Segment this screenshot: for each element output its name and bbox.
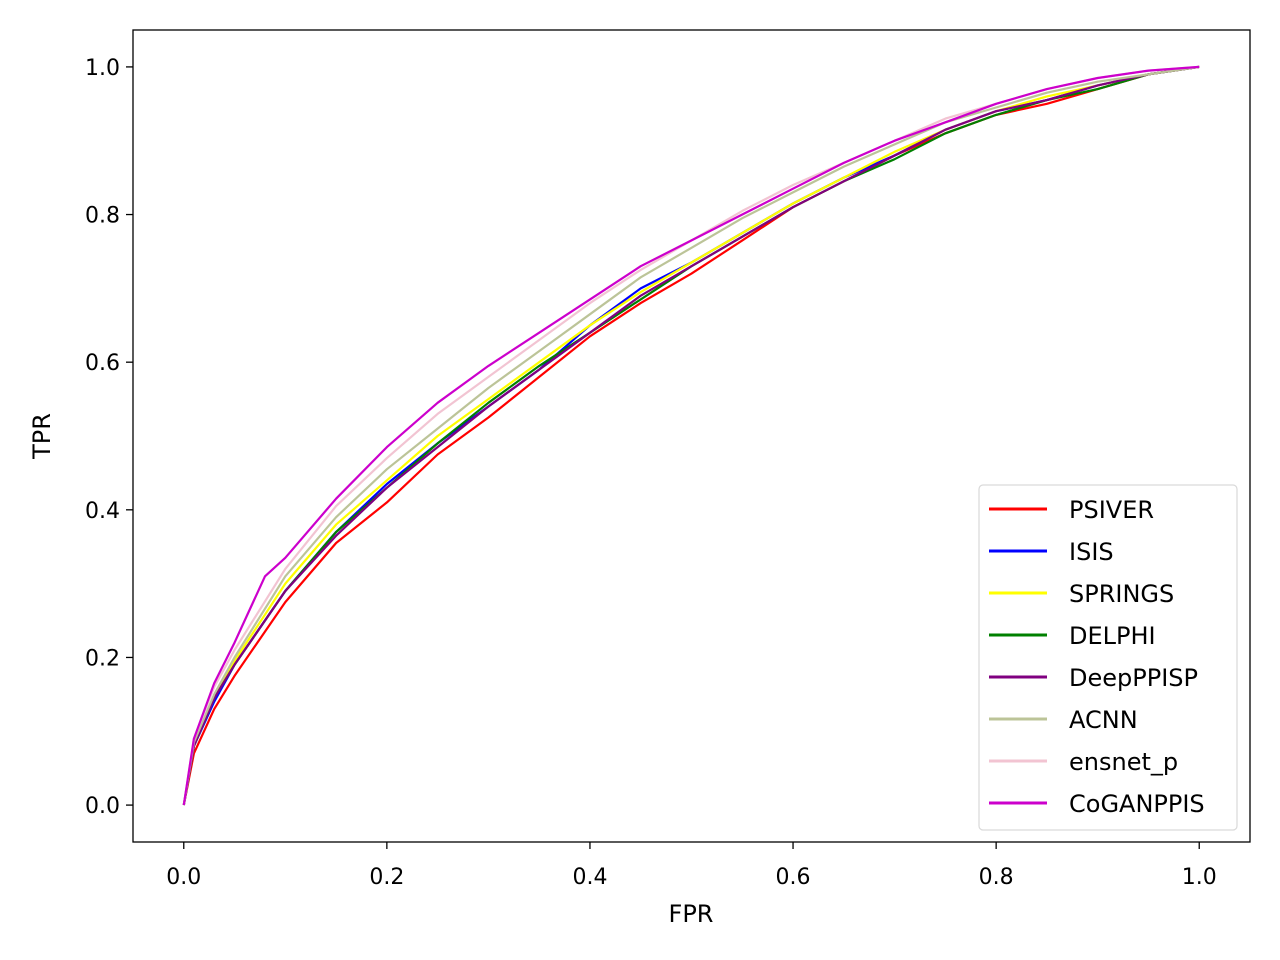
legend-label: DeepPPISP	[1069, 664, 1198, 692]
x-tick-label: 0.6	[776, 865, 811, 890]
y-tick-label: 0.0	[85, 794, 120, 819]
y-tick-label: 1.0	[85, 56, 120, 81]
x-tick-label: 0.4	[572, 865, 607, 890]
x-tick-label: 1.0	[1182, 865, 1217, 890]
legend-label: SPRINGS	[1069, 580, 1174, 608]
legend-label: CoGANPPIS	[1069, 790, 1205, 818]
plot-frame	[132, 29, 1251, 843]
x-tick-label: 0.8	[979, 865, 1014, 890]
series-layer	[182, 65, 1200, 806]
y-tick-label: 0.8	[85, 204, 120, 229]
legend-box	[978, 484, 1238, 831]
x-tick-label: 0.0	[166, 865, 201, 890]
y-axis-label: TPR	[28, 413, 56, 460]
y-tick-label: 0.6	[85, 351, 120, 376]
legend-label: DELPHI	[1069, 622, 1156, 650]
series-line-coganppis	[182, 65, 1200, 806]
x-tick-label: 0.2	[369, 865, 404, 890]
series-line-springs	[182, 65, 1200, 806]
series-line-psiver	[182, 65, 1200, 806]
legend-label: ISIS	[1069, 538, 1114, 566]
y-tick-label: 0.2	[85, 646, 120, 671]
series-line-deepppisp	[182, 65, 1200, 806]
legend-label: ensnet_p	[1069, 748, 1178, 776]
legend: PSIVER ISIS SPRINGS DELPHI DeepPPISP ACNN ensn…	[978, 484, 1238, 831]
series-line-acnn	[182, 65, 1200, 806]
x-axis-label: FPR	[669, 900, 714, 928]
legend-label: PSIVER	[1069, 496, 1154, 524]
y-tick-label: 0.4	[85, 499, 120, 524]
ticks-layer: 0.0 0.2 0.4 0.6 0.8 1.0 0.0 0.2 0.4 0.6 0.8 1.0	[85, 56, 1217, 890]
legend-label: ACNN	[1069, 706, 1138, 734]
